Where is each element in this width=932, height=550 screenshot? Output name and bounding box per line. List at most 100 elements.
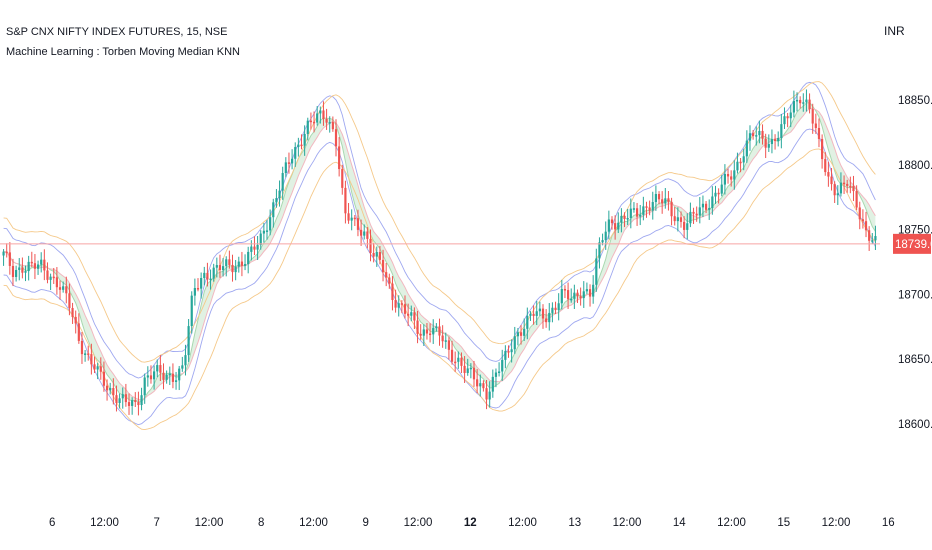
median-fill (3, 102, 876, 402)
candle-body (344, 187, 347, 214)
candle-body (783, 116, 786, 125)
indicator-bands (3, 81, 876, 431)
candle-body (645, 206, 648, 208)
candle-body (391, 283, 394, 301)
candle-body (714, 192, 717, 197)
candle-body (174, 380, 178, 382)
upper-band-line (3, 81, 876, 379)
price-tick-label: 18650.00 (898, 354, 932, 366)
candle-body (8, 252, 11, 266)
candle-body (742, 156, 745, 163)
time-tick-label: 13 (568, 517, 581, 529)
candle-body (667, 198, 670, 202)
candle-body (319, 110, 322, 114)
candle-body (821, 138, 824, 160)
candle-body (764, 138, 767, 148)
candle-body (780, 124, 783, 138)
candle-body (218, 265, 222, 271)
candle-body (347, 213, 350, 221)
candle-body (450, 349, 454, 362)
candle-body (149, 375, 153, 380)
candle-body (692, 211, 695, 214)
candle-body (422, 329, 425, 336)
candle-body (629, 208, 632, 219)
candle-body (595, 258, 598, 285)
candle-body (394, 300, 397, 308)
candle-body (767, 144, 770, 148)
candle-body (519, 332, 523, 336)
candle-body (604, 231, 607, 241)
candle-body (187, 326, 190, 356)
candle-body (438, 326, 441, 336)
last-price-tag-bg (893, 233, 931, 254)
price-axis[interactable]: 18600.00 18650.00 18700.00 18750.00 18800.00… (898, 95, 932, 431)
candle-body (162, 372, 165, 380)
candle-body (253, 246, 256, 250)
candle-body (777, 137, 780, 142)
candle-body (770, 139, 774, 145)
candle-body (545, 318, 548, 323)
candle-body (84, 353, 87, 355)
time-tick-label: 7 (154, 517, 160, 529)
candle-body (723, 174, 726, 185)
time-tick-label: 6 (49, 517, 55, 529)
symbol-title: S&P CNX NIFTY INDEX FUTURES, 15, NSE (6, 26, 228, 38)
candle-body (614, 223, 617, 230)
candle-body (648, 207, 651, 211)
candle-body (115, 395, 118, 403)
candle-body (447, 340, 451, 350)
time-axis[interactable]: 6 12:00 7 12:00 8 12:00 9 12:00 12 12:00 13 12:00 14… (49, 517, 895, 529)
candle-body (745, 140, 748, 157)
candle-body (30, 261, 33, 264)
candle-body (369, 238, 372, 254)
candle-body (385, 272, 388, 278)
candle-body (664, 198, 667, 204)
candle-body (758, 130, 761, 136)
candle-body (400, 303, 403, 305)
candle-body (842, 182, 846, 185)
candle-body (454, 361, 457, 364)
candle-body (231, 264, 234, 273)
candle-body (134, 400, 137, 403)
candles-layer (2, 89, 877, 416)
candle-body (334, 129, 338, 147)
candle-body (466, 368, 469, 373)
candle-body (77, 323, 80, 341)
candle-body (607, 219, 610, 232)
candle-body (817, 127, 821, 139)
candle-body (49, 276, 52, 280)
candle-body (96, 366, 99, 370)
candle-body (190, 295, 193, 327)
candle-body (356, 218, 360, 230)
candle-body (695, 213, 698, 216)
candle-body (563, 288, 567, 291)
candle-body (281, 173, 284, 191)
price-tick-label: 18750.00 (898, 225, 932, 237)
candle-body (535, 311, 538, 316)
time-tick-label: 12:00 (404, 517, 433, 529)
candle-body (397, 303, 400, 308)
candle-body (306, 120, 309, 134)
candle-body (419, 333, 422, 336)
candle-body (228, 259, 231, 265)
time-tick-label: 12:00 (613, 517, 642, 529)
candle-body (137, 402, 140, 406)
candle-body (171, 373, 175, 382)
candle-body (861, 219, 864, 222)
candle-body (203, 272, 206, 279)
candle-body (46, 270, 49, 280)
candle-body (795, 99, 799, 102)
time-tick-label: 12:00 (90, 517, 119, 529)
candle-body (864, 221, 868, 231)
candle-body (538, 308, 541, 312)
candle-body (410, 312, 413, 316)
candle-body (435, 326, 438, 329)
candle-body (294, 147, 297, 159)
candle-body (272, 202, 275, 218)
candle-body (444, 340, 447, 342)
candle-body (428, 333, 432, 336)
candle-body (275, 198, 278, 203)
candle-body (312, 121, 316, 124)
candle-body (570, 298, 573, 301)
